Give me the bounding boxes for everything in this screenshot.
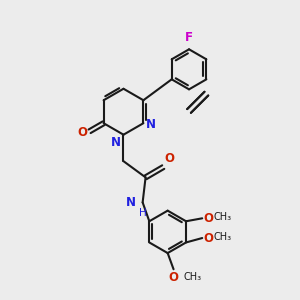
- Text: N: N: [111, 136, 121, 149]
- Text: CH₃: CH₃: [213, 212, 232, 222]
- Text: CH₃: CH₃: [184, 272, 202, 283]
- Text: H: H: [139, 208, 146, 218]
- Text: N: N: [126, 196, 136, 209]
- Text: O: O: [165, 152, 175, 165]
- Text: O: O: [203, 232, 213, 244]
- Text: CH₃: CH₃: [213, 232, 232, 242]
- Text: N: N: [146, 118, 156, 131]
- Text: O: O: [169, 271, 178, 284]
- Text: O: O: [77, 126, 87, 139]
- Text: O: O: [203, 212, 213, 225]
- Text: F: F: [185, 31, 193, 44]
